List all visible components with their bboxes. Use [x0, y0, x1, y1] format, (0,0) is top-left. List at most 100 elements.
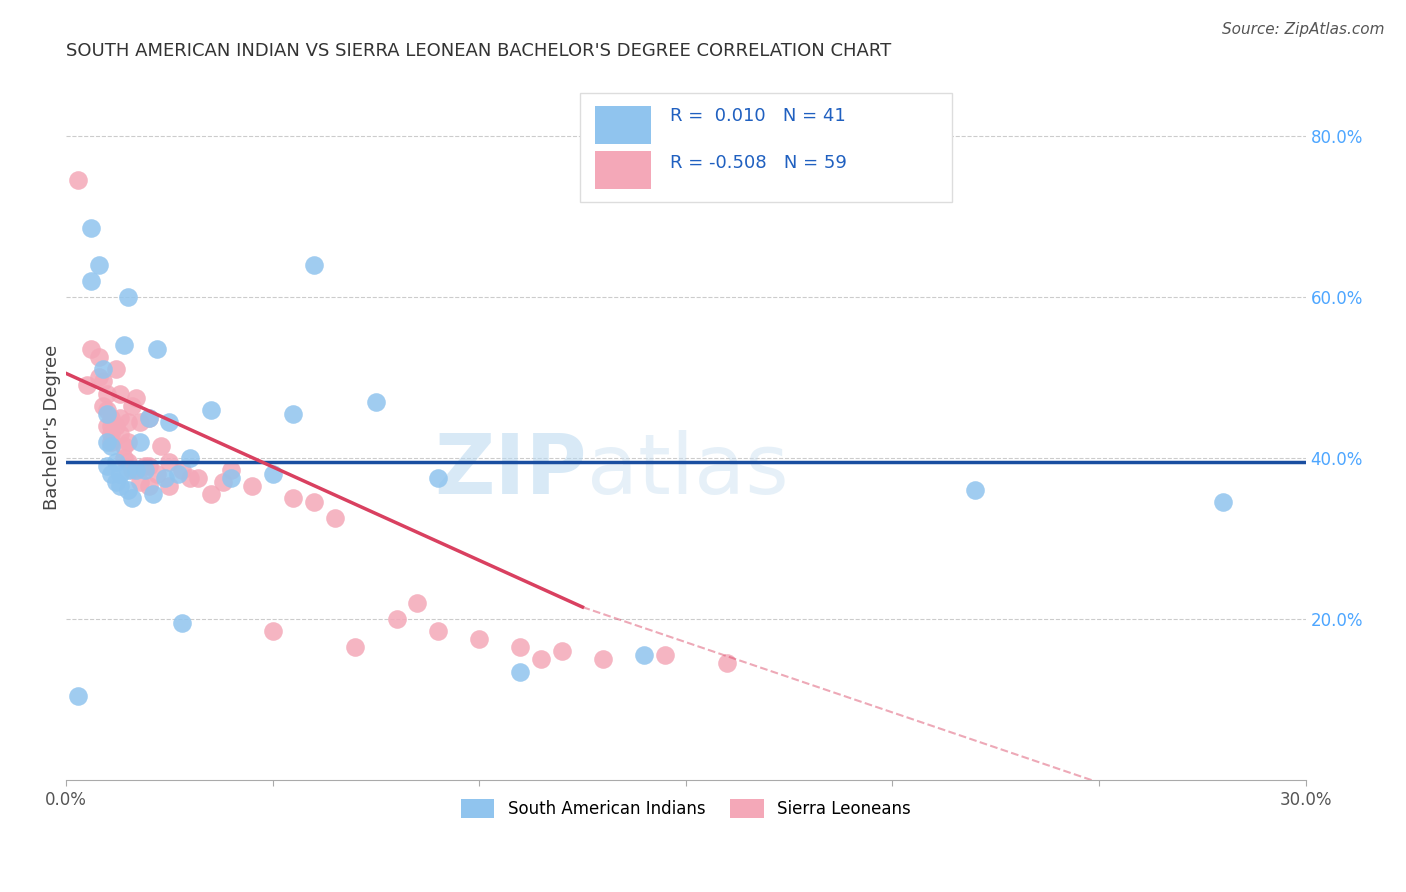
Point — [157, 455, 180, 469]
Point — [219, 463, 242, 477]
Point — [426, 471, 449, 485]
Point — [91, 399, 114, 413]
Point — [87, 350, 110, 364]
Point — [323, 511, 346, 525]
Point — [104, 418, 127, 433]
Point — [138, 479, 160, 493]
Point — [104, 362, 127, 376]
Point — [67, 689, 90, 703]
Point — [134, 458, 156, 473]
Point — [112, 450, 135, 465]
Point — [509, 665, 531, 679]
Point — [219, 471, 242, 485]
Point — [96, 386, 118, 401]
Point — [108, 467, 131, 481]
Point — [262, 467, 284, 481]
Point — [91, 362, 114, 376]
Point — [121, 463, 143, 477]
Point — [108, 410, 131, 425]
Point — [170, 463, 193, 477]
Point — [633, 648, 655, 663]
Point — [96, 418, 118, 433]
Point — [100, 434, 122, 449]
Point — [170, 616, 193, 631]
Point — [153, 471, 176, 485]
Point — [104, 455, 127, 469]
Point — [76, 378, 98, 392]
Point — [157, 415, 180, 429]
Point — [80, 221, 103, 235]
Point — [200, 402, 222, 417]
Point — [80, 342, 103, 356]
Point — [551, 644, 574, 658]
Point — [283, 407, 305, 421]
Point — [179, 450, 201, 465]
Point — [138, 458, 160, 473]
Point — [80, 274, 103, 288]
Point — [134, 463, 156, 477]
Text: R =  0.010   N = 41: R = 0.010 N = 41 — [669, 107, 845, 125]
Point — [121, 399, 143, 413]
Point — [125, 463, 148, 477]
Point — [108, 386, 131, 401]
Point — [96, 434, 118, 449]
Point — [179, 471, 201, 485]
Point — [302, 258, 325, 272]
Point — [240, 479, 263, 493]
Legend: South American Indians, Sierra Leoneans: South American Indians, Sierra Leoneans — [454, 792, 917, 825]
Point — [212, 475, 235, 490]
Point — [96, 407, 118, 421]
Point — [963, 483, 986, 498]
Point — [121, 491, 143, 506]
Point — [283, 491, 305, 506]
Point — [200, 487, 222, 501]
Point — [302, 495, 325, 509]
Point — [117, 290, 139, 304]
Point — [108, 426, 131, 441]
Point — [96, 458, 118, 473]
Point — [468, 632, 491, 647]
Point — [125, 391, 148, 405]
Point — [108, 479, 131, 493]
Point — [146, 342, 169, 356]
Text: ZIP: ZIP — [434, 430, 586, 510]
Point — [100, 439, 122, 453]
Point — [117, 415, 139, 429]
Text: atlas: atlas — [586, 430, 789, 510]
Point — [91, 375, 114, 389]
Text: SOUTH AMERICAN INDIAN VS SIERRA LEONEAN BACHELOR'S DEGREE CORRELATION CHART: SOUTH AMERICAN INDIAN VS SIERRA LEONEAN … — [66, 42, 891, 60]
Point — [166, 467, 188, 481]
Point — [87, 258, 110, 272]
Point — [100, 426, 122, 441]
Point — [96, 402, 118, 417]
FancyBboxPatch shape — [595, 105, 651, 145]
Text: R = -0.508   N = 59: R = -0.508 N = 59 — [669, 154, 846, 172]
Y-axis label: Bachelor's Degree: Bachelor's Degree — [44, 345, 60, 510]
Point — [117, 455, 139, 469]
Point — [117, 434, 139, 449]
Point — [157, 479, 180, 493]
Point — [117, 483, 139, 498]
Point — [87, 370, 110, 384]
FancyBboxPatch shape — [581, 93, 952, 202]
Point — [364, 394, 387, 409]
Point — [100, 467, 122, 481]
Point — [67, 173, 90, 187]
Point — [104, 475, 127, 490]
Point — [129, 415, 152, 429]
Point — [187, 471, 209, 485]
Point — [406, 596, 429, 610]
Point — [716, 657, 738, 671]
Point — [146, 467, 169, 481]
Point — [509, 640, 531, 655]
Point — [117, 463, 139, 477]
Point — [1212, 495, 1234, 509]
Point — [100, 410, 122, 425]
Point — [112, 338, 135, 352]
Point — [385, 612, 408, 626]
Text: Source: ZipAtlas.com: Source: ZipAtlas.com — [1222, 22, 1385, 37]
Point — [129, 475, 152, 490]
Point — [654, 648, 676, 663]
Point — [138, 410, 160, 425]
Point — [592, 652, 614, 666]
